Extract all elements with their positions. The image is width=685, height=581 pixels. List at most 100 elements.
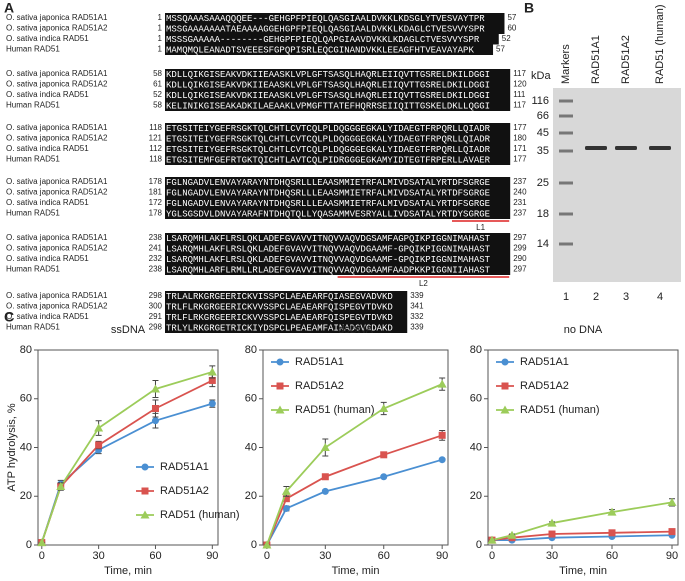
start-position: 1 bbox=[158, 24, 163, 33]
sequence-band bbox=[165, 44, 494, 55]
end-position: 290 bbox=[513, 254, 527, 263]
gel-unit: kDa bbox=[531, 70, 551, 82]
data-line bbox=[491, 501, 673, 541]
sequence-band bbox=[165, 154, 511, 165]
start-position: 52 bbox=[153, 90, 162, 99]
data-point bbox=[607, 507, 617, 516]
data-point bbox=[437, 379, 447, 388]
x-tick-label: 60 bbox=[149, 550, 161, 562]
data-point bbox=[95, 441, 103, 449]
marker-band bbox=[559, 131, 573, 135]
y-tick-label: 80 bbox=[470, 344, 482, 356]
end-position: 117 bbox=[513, 69, 526, 78]
end-position: 57 bbox=[496, 45, 505, 54]
sequence-band bbox=[165, 69, 511, 80]
data-point bbox=[208, 376, 216, 384]
lane-number: 2 bbox=[593, 291, 599, 303]
sequence-name: O. sativa indica RAD51 bbox=[6, 312, 89, 321]
sequence-band bbox=[165, 13, 505, 24]
start-position: 58 bbox=[153, 69, 162, 78]
marker-size: 66 bbox=[537, 110, 549, 122]
start-position: 300 bbox=[149, 302, 163, 311]
data-point bbox=[151, 417, 159, 425]
start-position: 178 bbox=[149, 209, 163, 218]
start-position: 61 bbox=[153, 80, 162, 89]
sequence: ETGSITEMFGEFRTGKTQICHTLAVTCQLPIDRGGGEGKA… bbox=[166, 155, 491, 165]
x-tick-label: 90 bbox=[436, 550, 448, 562]
sequence-name: O. sativa japonica RAD51A2 bbox=[6, 80, 108, 89]
data-point bbox=[276, 358, 284, 366]
start-position: 238 bbox=[149, 265, 163, 274]
end-position: 177 bbox=[513, 123, 527, 132]
sequence-name: O. sativa japonica RAD51A1 bbox=[6, 69, 108, 78]
sequence-name: Human RAD51 bbox=[6, 323, 60, 332]
lane-label: RAD51A1 bbox=[590, 35, 602, 84]
marker-band bbox=[559, 99, 573, 103]
legend-label: RAD51 (human) bbox=[520, 404, 599, 416]
start-position: 232 bbox=[149, 254, 163, 263]
start-position: 298 bbox=[149, 323, 163, 332]
sequence: TRLFLRKGRGEERICKVVSSPCLAEAEARFQISPEGVTDV… bbox=[166, 313, 393, 323]
chart-title: dsDNA bbox=[338, 324, 374, 336]
lane-label: RAD51 (human) bbox=[654, 5, 666, 84]
lane-number: 4 bbox=[657, 291, 663, 303]
sequence-name: O. sativa japonica RAD51A2 bbox=[6, 302, 108, 311]
y-tick-label: 40 bbox=[245, 441, 257, 453]
sequence: YGLSGSDVLDNVAYARAFNTDHQTQLLYQASAMMVESRYA… bbox=[166, 209, 490, 219]
marker-band bbox=[559, 181, 573, 185]
marker-size: 18 bbox=[537, 208, 549, 220]
plot-frame bbox=[487, 349, 679, 546]
data-point bbox=[667, 497, 677, 506]
end-position: 341 bbox=[410, 302, 424, 311]
lane-label: RAD51A2 bbox=[620, 35, 632, 84]
sequence-band bbox=[165, 34, 499, 45]
start-position: 1 bbox=[158, 45, 163, 54]
sequence-name: Human RAD51 bbox=[6, 209, 60, 218]
sequence: MAMQMQLEANADTSVEEESFGPQPISRLEQCGINANDVKK… bbox=[166, 45, 474, 55]
sequence-band bbox=[165, 233, 511, 244]
protein-band bbox=[585, 146, 607, 150]
data-point bbox=[487, 535, 497, 544]
y-tick-label: 20 bbox=[470, 490, 482, 502]
start-position: 118 bbox=[149, 123, 162, 132]
loop-label: L2 bbox=[419, 279, 428, 288]
sequence: KDLLQIKGISEAKVDKIIEAASKLVPLGFTSASQLHAQRL… bbox=[166, 80, 490, 90]
data-line bbox=[266, 434, 443, 546]
data-point bbox=[668, 528, 676, 536]
sequence: MSSGAAAAAAATAEAAAAGGEHGPFPIEQLQASGIAALDV… bbox=[166, 24, 485, 34]
sequence-name: O. sativa japonica RAD51A2 bbox=[6, 24, 108, 33]
y-tick-label: 20 bbox=[20, 490, 32, 502]
data-point bbox=[207, 367, 217, 376]
end-position: 52 bbox=[502, 34, 511, 43]
sequence-band bbox=[165, 187, 511, 198]
end-position: 171 bbox=[513, 144, 527, 153]
sequence-name: O. sativa japonica RAD51A2 bbox=[6, 188, 108, 197]
sequence-name: O. sativa japonica RAD51A1 bbox=[6, 291, 108, 300]
y-tick-label: 40 bbox=[470, 441, 482, 453]
sequence: KDLLQIKGISEAKVDKIIEAASKLVPLGFTSASQLHAQRL… bbox=[166, 91, 490, 101]
data-point bbox=[438, 431, 446, 439]
marker-band bbox=[559, 212, 573, 216]
marker-band bbox=[559, 149, 573, 153]
data-point bbox=[321, 473, 329, 481]
sequence-band bbox=[165, 254, 511, 265]
data-point bbox=[320, 443, 330, 451]
start-position: 1 bbox=[158, 13, 163, 22]
data-point bbox=[56, 482, 66, 490]
sequence: LSARQMHLAKFLRSLQKLADEFGVAVVITNQVVAQVDGAA… bbox=[166, 244, 491, 254]
y-tick-label: 40 bbox=[20, 441, 32, 453]
sequence: KDLLQIKGISEAKVDKIIEAASKLVPLGFTSASQLHAQRL… bbox=[166, 70, 490, 80]
marker-size: 14 bbox=[537, 238, 549, 250]
start-position: 178 bbox=[149, 177, 163, 186]
legend-label: RAD51A2 bbox=[520, 380, 569, 392]
sequence: LSARQMHLAKFLRSLQKLADEFGVAVVITNQVVAQVDGSA… bbox=[166, 234, 491, 244]
data-point bbox=[281, 486, 291, 495]
data-point bbox=[94, 423, 104, 432]
data-point bbox=[262, 540, 272, 549]
marker-band bbox=[559, 114, 573, 118]
sequence-band bbox=[165, 264, 511, 275]
sequence-name: O. sativa japonica RAD51A2 bbox=[6, 244, 108, 253]
sequence-band bbox=[165, 123, 511, 134]
sequence-name: Human RAD51 bbox=[6, 45, 60, 54]
x-axis-label: Time, min bbox=[104, 565, 152, 577]
